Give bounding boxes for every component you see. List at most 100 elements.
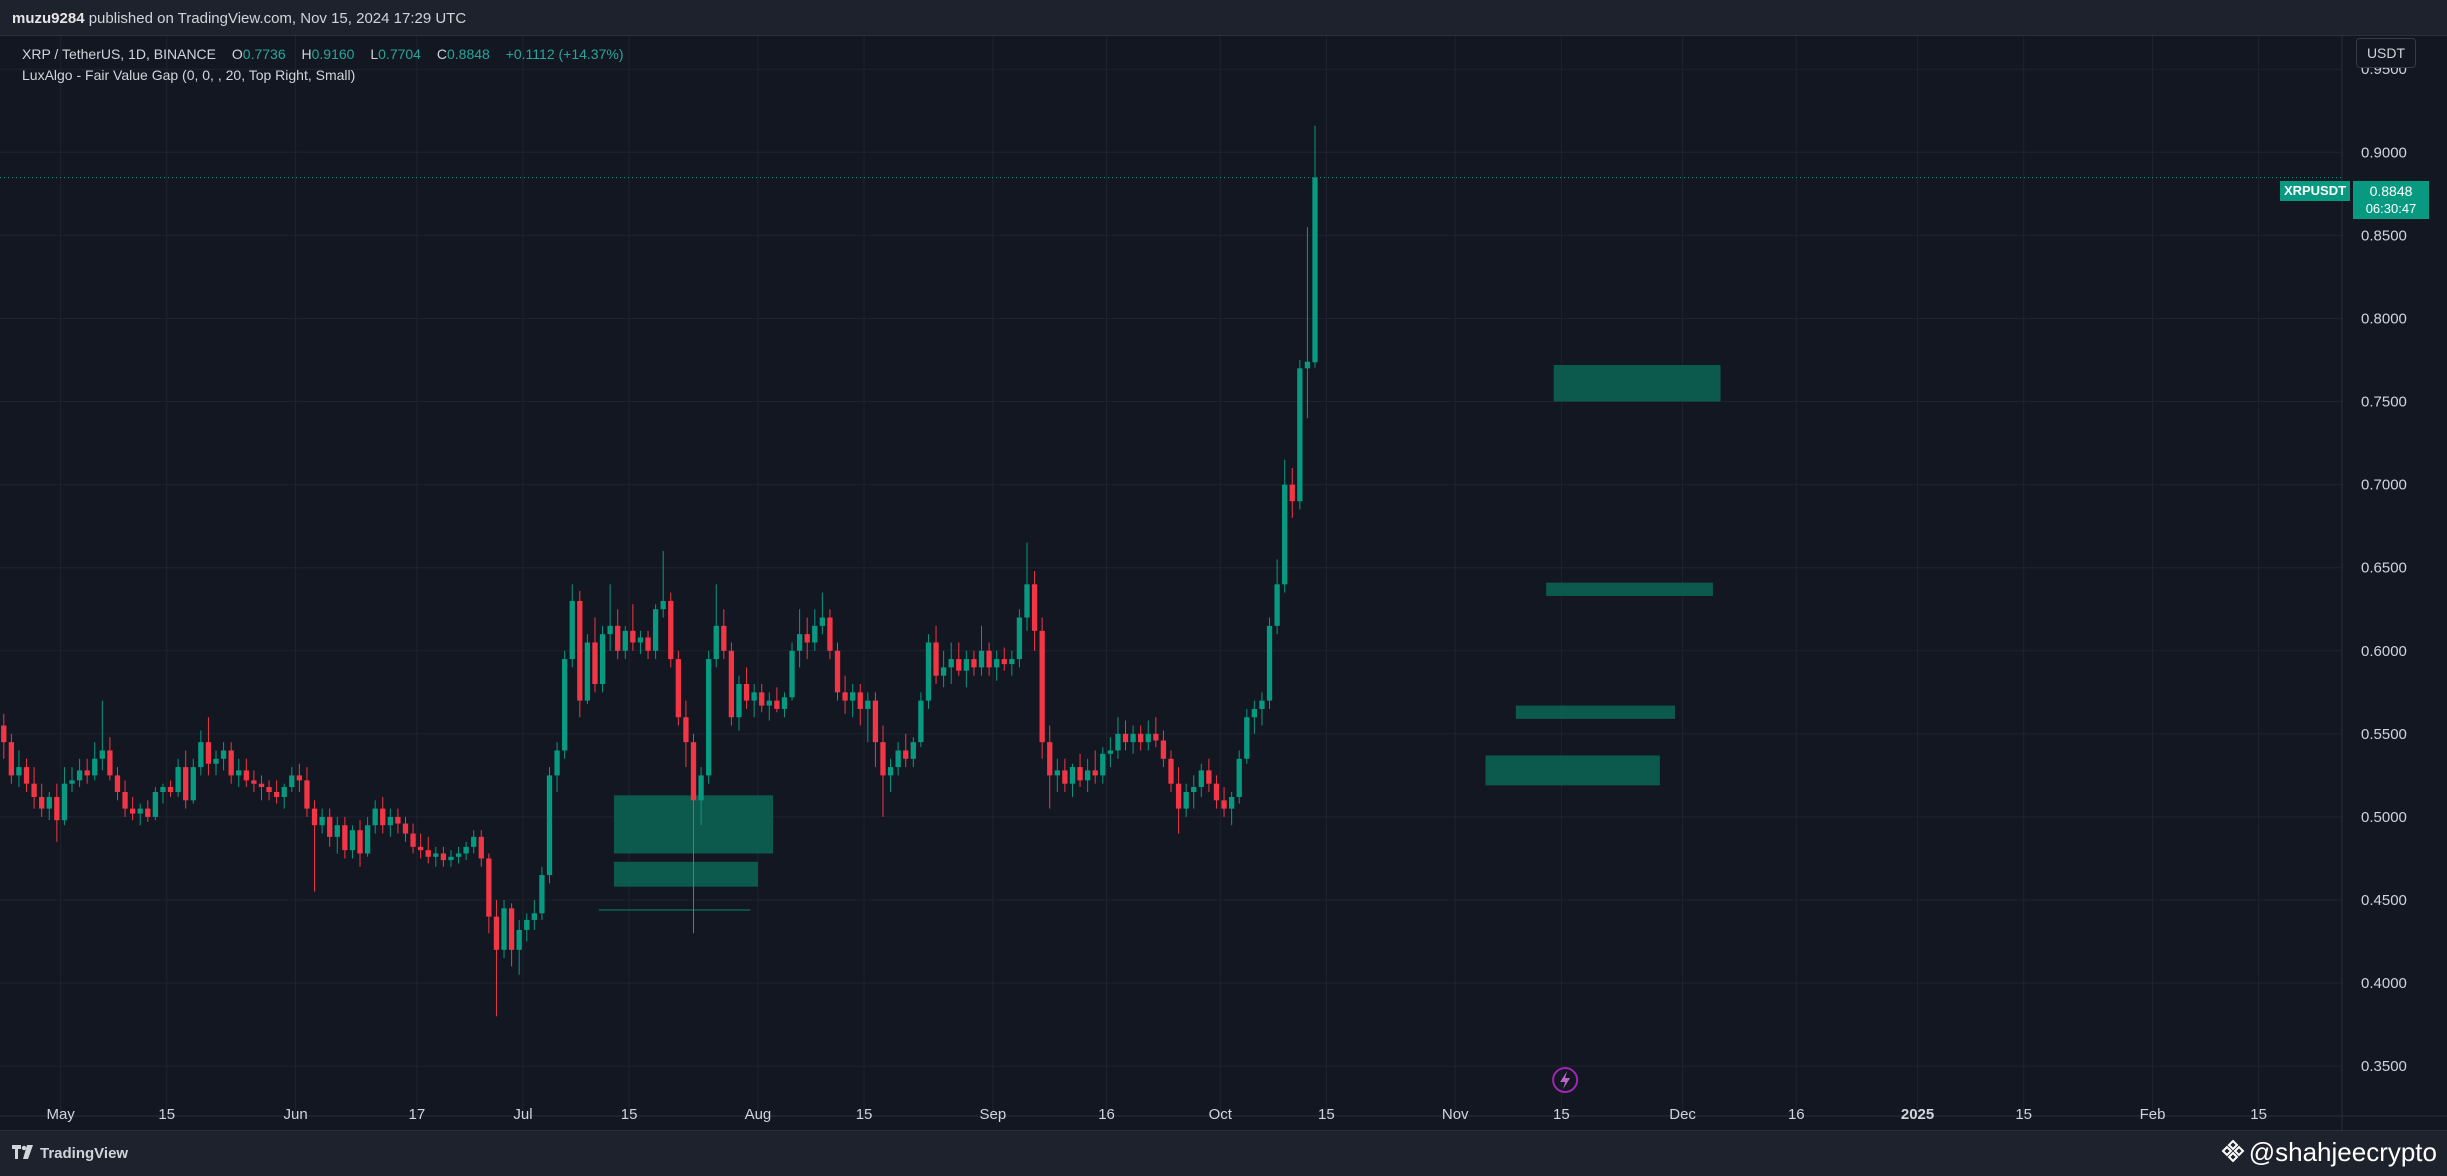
fair-value-gap-box[interactable]: [1553, 364, 1721, 402]
candle-body[interactable]: [978, 650, 985, 668]
candle-body[interactable]: [1304, 361, 1311, 369]
candle-body[interactable]: [1054, 770, 1060, 776]
candle-body[interactable]: [1244, 717, 1250, 759]
candle-body[interactable]: [23, 767, 30, 784]
candle-body[interactable]: [395, 816, 401, 824]
candle-body[interactable]: [842, 692, 848, 701]
candle-body[interactable]: [175, 767, 181, 792]
candle-body[interactable]: [819, 617, 826, 626]
candle-body[interactable]: [796, 634, 803, 651]
candle-body[interactable]: [1016, 617, 1023, 660]
candle-body[interactable]: [16, 767, 22, 776]
candle-body[interactable]: [1198, 770, 1204, 788]
candle-body[interactable]: [1001, 659, 1007, 665]
candle-body[interactable]: [956, 659, 962, 671]
candle-body[interactable]: [918, 700, 924, 743]
candle-body[interactable]: [546, 775, 553, 876]
candle-body[interactable]: [1153, 733, 1159, 741]
candle-body[interactable]: [562, 659, 568, 751]
candle-body[interactable]: [1100, 753, 1106, 776]
candle-body[interactable]: [1175, 783, 1182, 809]
candle-body[interactable]: [455, 853, 462, 857]
candle-body[interactable]: [1236, 758, 1242, 797]
candle-body[interactable]: [971, 659, 977, 668]
candle-body[interactable]: [524, 919, 530, 930]
candle-body[interactable]: [1077, 767, 1083, 781]
lightning-icon[interactable]: [1552, 1067, 1579, 1093]
candle-body[interactable]: [925, 642, 932, 701]
tradingview-brand[interactable]: TradingView: [12, 1145, 128, 1163]
candle-body[interactable]: [463, 846, 469, 854]
candle-body[interactable]: [1130, 733, 1136, 743]
candle-body[interactable]: [46, 796, 52, 809]
candle-body[interactable]: [137, 808, 143, 814]
candle-body[interactable]: [1138, 733, 1144, 743]
candle-body[interactable]: [387, 816, 393, 826]
candle-body[interactable]: [1213, 783, 1220, 801]
candle-body[interactable]: [1047, 742, 1053, 776]
candle-body[interactable]: [1266, 625, 1273, 701]
candle-body[interactable]: [539, 875, 545, 914]
candle-body[interactable]: [599, 634, 606, 684]
candle-body[interactable]: [1009, 659, 1015, 665]
candle-body[interactable]: [834, 650, 841, 693]
candle-body[interactable]: [652, 609, 659, 651]
candle-body[interactable]: [675, 659, 681, 718]
candle-body[interactable]: [334, 825, 340, 837]
candle-body[interactable]: [804, 634, 810, 643]
candle-body[interactable]: [713, 625, 719, 660]
candle-body[interactable]: [501, 908, 507, 950]
candle-body[interactable]: [1039, 630, 1045, 743]
candle-body[interactable]: [145, 808, 151, 817]
candle-body[interactable]: [857, 692, 863, 709]
candle-body[interactable]: [243, 770, 249, 781]
candle-body[interactable]: [630, 630, 636, 643]
fair-value-gap-box[interactable]: [1485, 755, 1660, 786]
candle-body[interactable]: [486, 858, 492, 917]
publisher-username[interactable]: muzu9284: [12, 10, 85, 27]
candle-body[interactable]: [1069, 767, 1076, 784]
candle-body[interactable]: [183, 767, 189, 801]
candle-body[interactable]: [1107, 750, 1114, 754]
candle-body[interactable]: [531, 913, 537, 920]
candle-body[interactable]: [1289, 484, 1295, 502]
candle-body[interactable]: [448, 856, 454, 861]
candle-body[interactable]: [425, 850, 431, 857]
candle-body[interactable]: [304, 780, 310, 809]
candle-body[interactable]: [903, 750, 909, 759]
candle-body[interactable]: [827, 617, 833, 651]
candle-body[interactable]: [160, 787, 166, 792]
candle-body[interactable]: [493, 916, 500, 950]
candle-body[interactable]: [54, 796, 60, 821]
candle-body[interactable]: [721, 625, 727, 651]
candle-body[interactable]: [1297, 368, 1303, 502]
candle-body[interactable]: [789, 650, 795, 698]
candle-body[interactable]: [895, 750, 901, 768]
candle-body[interactable]: [190, 767, 196, 801]
candle-body[interactable]: [1122, 733, 1129, 743]
candle-body[interactable]: [364, 825, 371, 854]
chart-area[interactable]: 0.3500 0.4000 0.4500 0.5000 0.5500 0.6000 0.65…: [0, 36, 2447, 1130]
currency-button[interactable]: USDT: [2356, 38, 2416, 68]
candle-body[interactable]: [273, 792, 280, 797]
candle-body[interactable]: [319, 816, 325, 826]
candle-body[interactable]: [1259, 700, 1265, 709]
candle-body[interactable]: [743, 684, 750, 701]
candle-body[interactable]: [1062, 770, 1068, 784]
candle-body[interactable]: [766, 700, 772, 706]
indicator-row[interactable]: LuxAlgo - Fair Value Gap (0, 0, , 20, To…: [22, 65, 624, 86]
candle-body[interactable]: [850, 692, 856, 701]
candle-body[interactable]: [99, 750, 105, 759]
candle-body[interactable]: [592, 642, 598, 684]
candle-body[interactable]: [258, 783, 265, 788]
candle-body[interactable]: [584, 642, 591, 701]
candle-body[interactable]: [622, 630, 628, 651]
candle-body[interactable]: [236, 770, 242, 776]
candle-body[interactable]: [1160, 740, 1167, 759]
fair-value-gap-box[interactable]: [1515, 705, 1676, 719]
candle-body[interactable]: [372, 808, 378, 826]
candle-body[interactable]: [1183, 792, 1189, 809]
candle-body[interactable]: [1251, 708, 1258, 718]
candle-body[interactable]: [1312, 177, 1318, 363]
candle-body[interactable]: [213, 758, 219, 764]
